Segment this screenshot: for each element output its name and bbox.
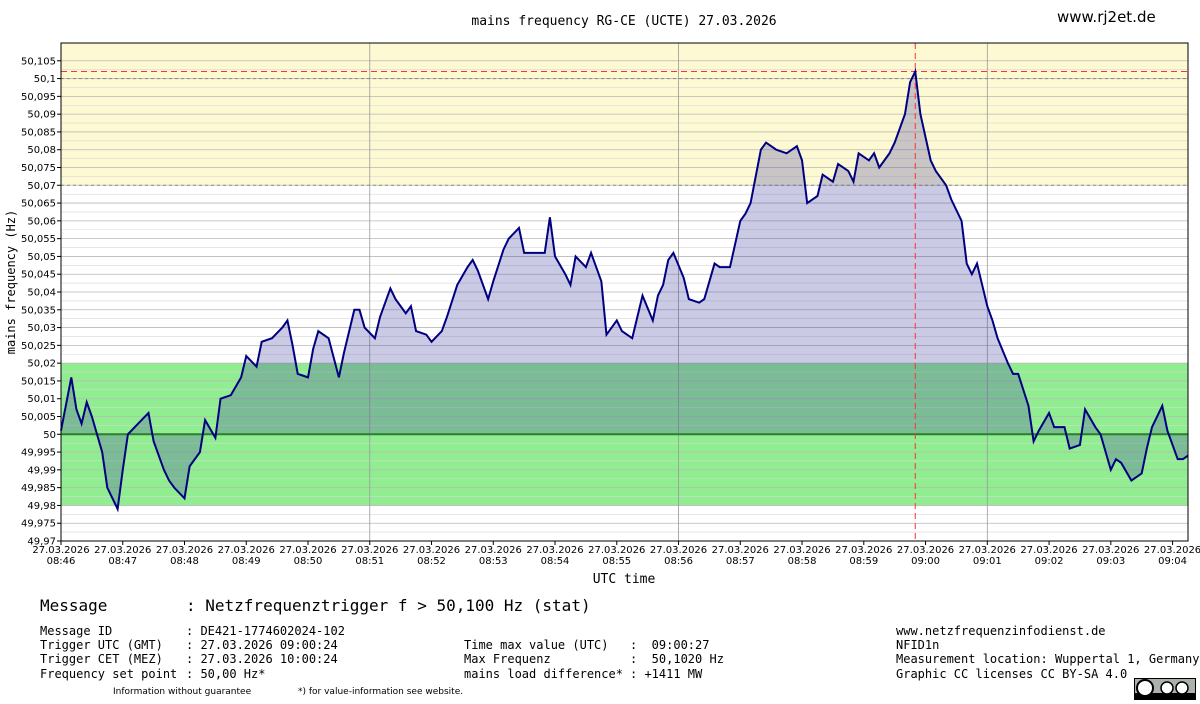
x-tick-label: 27.03.2026 08:48 <box>155 545 214 567</box>
y-tick-label: 50,055 <box>21 234 56 245</box>
y-tick-label: 49,975 <box>21 519 56 530</box>
y-tick-label: 50,085 <box>21 127 56 138</box>
y-tick-label: 50,045 <box>21 270 56 281</box>
y-tick-label: 49,985 <box>21 483 56 494</box>
x-tick-label: 27.03.2026 08:46 <box>32 545 90 567</box>
y-tick-label: 50,025 <box>21 341 56 352</box>
x-tick-label: 27.03.2026 08:47 <box>94 545 152 567</box>
x-tick-label: 27.03.2026 09:01 <box>958 545 1016 567</box>
y-tick-label: 49,99 <box>27 465 56 476</box>
y-tick-label: 50,035 <box>21 305 56 316</box>
y-tick-label: 50,1 <box>34 74 56 85</box>
y-tick-label: 50,01 <box>27 394 56 405</box>
y-tick-label: 50,09 <box>27 110 56 121</box>
x-tick-label: 27.03.2026 08:57 <box>711 545 769 567</box>
site: www.rj2et.de <box>1057 8 1156 26</box>
y-tick-label: 50,105 <box>21 56 56 67</box>
chart: mains frequency RG-CE (UCTE) 27.03.2026 … <box>4 8 1189 587</box>
y-tick-label: 50,06 <box>27 216 56 227</box>
message-value: : Netzfrequenztrigger f > 50,100 Hz (sta… <box>186 596 591 615</box>
x-tick-label: 27.03.2026 09:03 <box>1082 545 1140 567</box>
info-right: www.netzfrequenzinfodienst.de <box>896 624 1106 638</box>
x-tick-label: 27.03.2026 08:54 <box>526 545 584 567</box>
y-tick-label: 50,015 <box>21 376 56 387</box>
plot-frame <box>60 42 1189 542</box>
info-label: Trigger UTC (GMT) <box>40 638 163 652</box>
info-value: : 09:00:27 <box>630 638 710 652</box>
info-value: : 50,00 Hz* <box>186 667 266 681</box>
area <box>61 71 1188 509</box>
footer-note: *) for value-information see website. <box>298 687 464 697</box>
info-value: : 50,1020 Hz <box>630 652 724 666</box>
info-label: Frequency set point <box>40 667 178 681</box>
info-label: Time max value (UTC) <box>464 638 609 652</box>
x-axis-label: UTC time <box>593 572 656 587</box>
info-right: Measurement location: Wuppertal 1, Germa… <box>896 652 1200 666</box>
y-tick-label: 49,98 <box>27 501 56 512</box>
x-tick-label: 27.03.2026 09:02 <box>1020 545 1078 567</box>
x-tick-label: 27.03.2026 08:55 <box>588 545 646 567</box>
y-tick-label: 50 <box>43 430 56 441</box>
info-value: : DE421-1774602024-102 <box>186 624 345 638</box>
y-tick-label: 50,08 <box>27 145 56 156</box>
y-tick-label: 50,065 <box>21 199 56 210</box>
y-axis-label: mains frequency (Hz) <box>4 210 18 355</box>
info-label: mains load difference* <box>464 667 623 681</box>
chart-title: mains frequency RG-CE (UCTE) 27.03.2026 <box>471 14 776 29</box>
y-tick-label: 50,02 <box>27 359 56 370</box>
y-tick-label: 50,07 <box>27 181 56 192</box>
info-value: : +1411 MW <box>630 667 703 681</box>
x-tick-label: 27.03.2026 08:56 <box>649 545 708 567</box>
info-value: : 27.03.2026 09:00:24 <box>186 638 338 652</box>
info-value: : 27.03.2026 10:00:24 <box>186 652 338 666</box>
x-tick-label: 27.03.2026 08:53 <box>464 545 522 567</box>
x-tick-label: 27.03.2026 08:59 <box>835 545 893 567</box>
info-right: Graphic CC licenses CC BY-SA 4.0 <box>896 667 1128 681</box>
x-tick-label: 27.03.2026 08:49 <box>217 545 275 567</box>
line <box>60 67 1189 513</box>
y-tick-label: 50,03 <box>27 323 56 334</box>
x-tick-label: 27.03.2026 08:52 <box>402 545 461 567</box>
info-label: Trigger CET (MEZ) <box>40 652 163 666</box>
y-tick-label: 50,04 <box>27 288 56 299</box>
y-tick-label: 50,095 <box>21 92 56 103</box>
x-tick-label: 27.03.2026 08:58 <box>773 545 831 567</box>
x-tick-label: 27.03.2026 09:00 <box>896 545 955 567</box>
cc-badge <box>1134 678 1196 700</box>
message-label: Message <box>40 596 108 615</box>
y-tick-label: 50,005 <box>21 412 56 423</box>
y-tick-label: 49,995 <box>21 448 56 459</box>
y-tick-label: 49,97 <box>27 537 56 548</box>
x-tick-label: 27.03.2026 09:04 <box>1143 545 1200 567</box>
footer-note: Information without guarantee <box>113 687 252 697</box>
info-label: Max Frequenz <box>464 652 551 666</box>
x-tick-label: 27.03.2026 08:51 <box>341 545 399 567</box>
x-tick-label: 27.03.2026 08:50 <box>279 545 337 567</box>
info-right: NFID1n <box>896 638 940 652</box>
info-label: Message ID <box>40 624 113 638</box>
y-tick-label: 50,05 <box>27 252 56 263</box>
y-tick-label: 50,075 <box>21 163 56 174</box>
